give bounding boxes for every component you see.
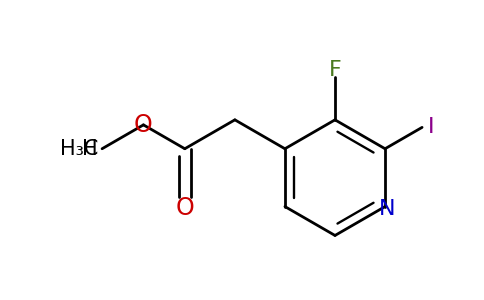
Text: I: I xyxy=(428,117,435,137)
Text: O: O xyxy=(134,113,153,137)
Text: O: O xyxy=(175,196,194,220)
Text: N: N xyxy=(379,199,396,219)
Text: H₃C: H₃C xyxy=(60,139,98,159)
Text: H: H xyxy=(82,139,98,159)
Text: F: F xyxy=(329,60,341,80)
